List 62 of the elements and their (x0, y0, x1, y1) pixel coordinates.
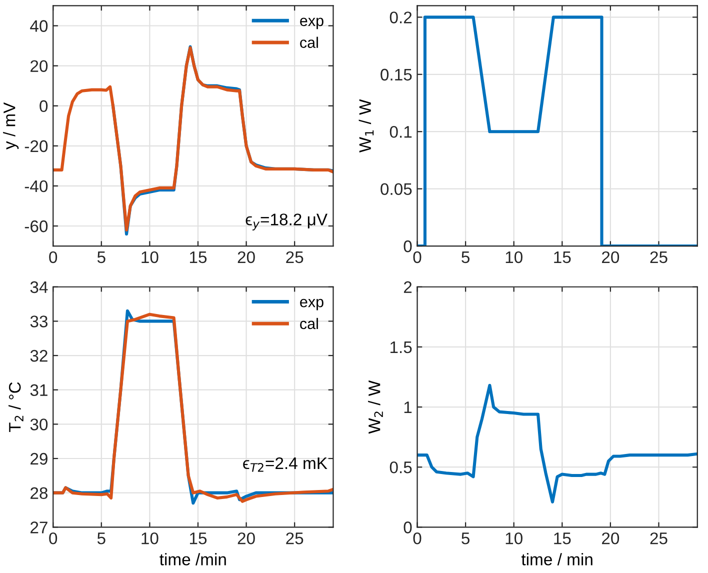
line-series (53, 46, 334, 232)
y-tick-label: 40 (30, 20, 48, 32)
x-tick-label: 15 (190, 251, 207, 264)
x-tick-label: 15 (554, 251, 571, 264)
x-tick-label: 20 (602, 251, 620, 264)
y-tick-label: 0 (404, 240, 412, 252)
y-tick-label: 32 (30, 350, 48, 362)
y-tick-label: 28 (30, 487, 48, 500)
y-tick-label: 30 (30, 418, 48, 430)
x-tick-label: 5 (462, 532, 470, 544)
y-tick-label: -20 (24, 140, 48, 152)
y-tick-label: 0 (40, 100, 48, 112)
x-tick-label: 25 (650, 532, 668, 544)
x-tick-label: 0 (413, 251, 422, 264)
x-tick-label: 20 (238, 532, 255, 544)
x-tick-label: 0 (49, 251, 58, 264)
x-axis-title: time / min (521, 553, 592, 566)
y-axis-title: W$_{2}$ / W (368, 380, 383, 434)
y-tick-label: 27 (30, 522, 48, 534)
x-tick-label: 20 (238, 251, 255, 264)
x-tick-label: 5 (97, 532, 106, 544)
y-tick-label: 0 (404, 522, 412, 534)
x-tick-label: 25 (650, 251, 668, 264)
legend-label: exp (300, 18, 324, 30)
x-tick-label: 5 (97, 251, 106, 264)
x-tick-label: 20 (602, 532, 620, 544)
annotation: ϵ$_{T2}$=2.4 mK (243, 457, 328, 472)
y-tick-label: -40 (24, 180, 48, 192)
y-tick-label: 0.05 (380, 183, 412, 196)
y-tick-label: -60 (24, 220, 48, 232)
x-tick-label: 0 (49, 532, 58, 544)
legend-label: cal (300, 36, 318, 48)
x-tick-label: 10 (142, 532, 158, 544)
line-series (417, 384, 698, 504)
x-tick-label: 10 (142, 251, 158, 264)
x-tick-label: 25 (286, 532, 304, 544)
x-axis-title: time /min (160, 553, 226, 566)
y-tick-label: 0.1 (390, 126, 412, 138)
x-tick-label: 10 (506, 532, 522, 544)
y-tick-label: 34 (30, 281, 48, 294)
y-tick-label: 0.15 (380, 68, 412, 81)
y-tick-label: 2 (404, 281, 412, 293)
x-tick-label: 5 (462, 251, 470, 264)
y-tick-label: 31 (30, 384, 48, 396)
y-axis-title: W$_{1}$ / W (358, 99, 374, 153)
y-tick-label: 29 (30, 452, 48, 465)
y-tick-label: 0.2 (390, 12, 412, 24)
y-tick-label: 0.5 (390, 461, 412, 474)
y-tick-label: 33 (30, 316, 48, 328)
x-tick-label: 0 (413, 532, 422, 544)
legend-label: cal (300, 318, 318, 330)
x-tick-label: 15 (554, 532, 571, 544)
y-tick-label: 1 (404, 402, 412, 414)
annotation: ϵ$_{y}$=18.2 μV (246, 214, 328, 230)
x-tick-label: 15 (190, 532, 207, 544)
y-tick-label: 20 (30, 60, 48, 72)
y-axis-title: y / mV (3, 102, 19, 150)
y-tick-label: 1.5 (390, 342, 412, 354)
x-tick-label: 10 (506, 251, 522, 264)
legend-label: exp (300, 298, 324, 310)
x-tick-label: 25 (286, 251, 304, 264)
y-axis-title: T$_{2}$ / °C (8, 382, 24, 432)
